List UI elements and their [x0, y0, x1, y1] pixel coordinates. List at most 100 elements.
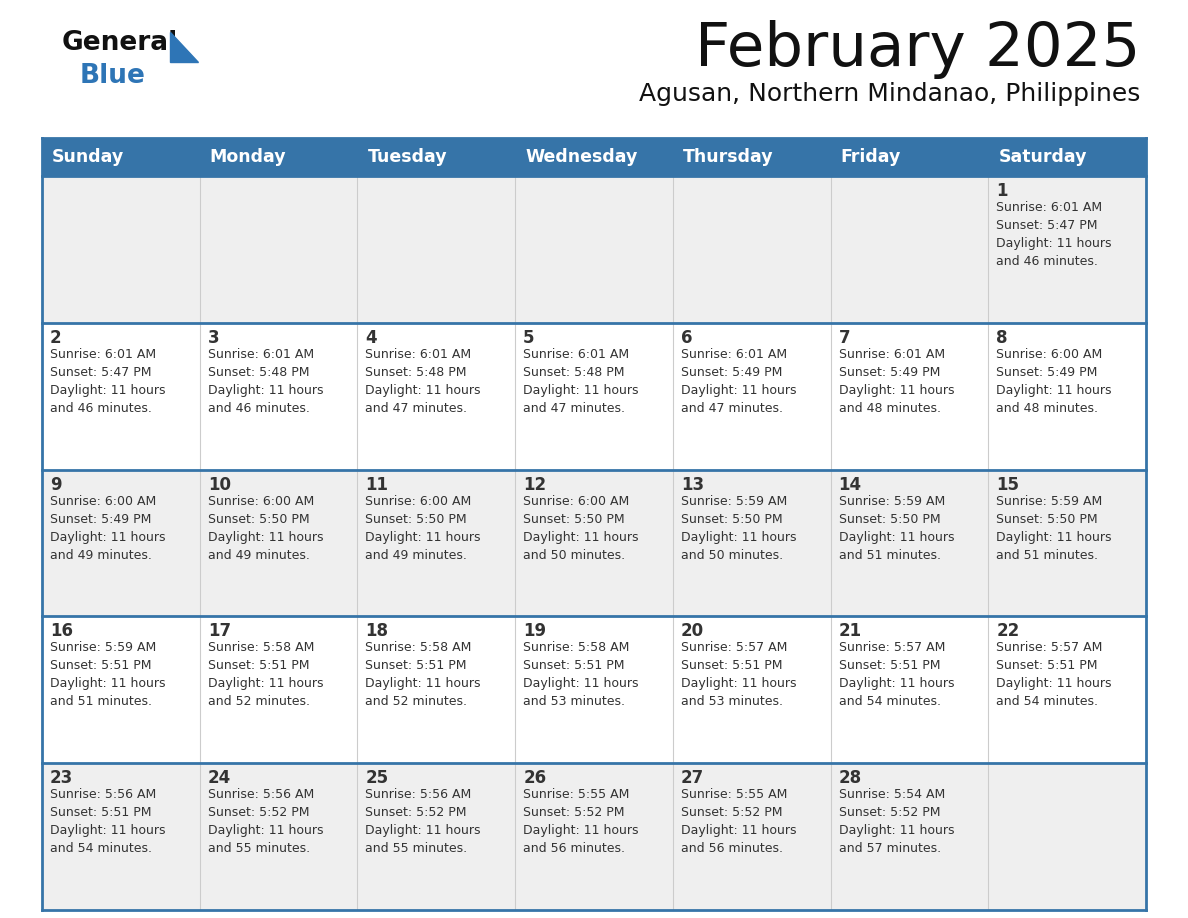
Text: and 51 minutes.: and 51 minutes. — [50, 696, 152, 709]
Text: Sunrise: 6:00 AM: Sunrise: 6:00 AM — [997, 348, 1102, 361]
Text: Sunrise: 5:57 AM: Sunrise: 5:57 AM — [681, 642, 788, 655]
Bar — [516, 323, 672, 470]
Text: Sunset: 5:48 PM: Sunset: 5:48 PM — [208, 365, 309, 379]
Text: Daylight: 11 hours: Daylight: 11 hours — [839, 677, 954, 690]
Text: Sunrise: 6:01 AM: Sunrise: 6:01 AM — [997, 201, 1102, 214]
Bar — [516, 763, 672, 910]
Polygon shape — [170, 32, 198, 62]
Bar — [830, 176, 988, 323]
Text: Sunrise: 5:59 AM: Sunrise: 5:59 AM — [997, 495, 1102, 508]
Text: February 2025: February 2025 — [695, 20, 1140, 79]
Text: General: General — [62, 30, 178, 56]
Text: 5: 5 — [523, 329, 535, 347]
Text: Sunrise: 6:01 AM: Sunrise: 6:01 AM — [839, 348, 944, 361]
Text: Sunset: 5:49 PM: Sunset: 5:49 PM — [50, 512, 151, 526]
Text: 3: 3 — [208, 329, 220, 347]
Text: Daylight: 11 hours: Daylight: 11 hours — [523, 531, 639, 543]
Text: and 50 minutes.: and 50 minutes. — [681, 549, 783, 562]
Bar — [42, 176, 200, 323]
Bar — [358, 470, 516, 616]
Text: Sunset: 5:51 PM: Sunset: 5:51 PM — [681, 659, 783, 672]
Text: and 47 minutes.: and 47 minutes. — [681, 402, 783, 415]
Text: Wednesday: Wednesday — [525, 148, 638, 166]
Text: Sunset: 5:51 PM: Sunset: 5:51 PM — [50, 806, 152, 819]
Text: Daylight: 11 hours: Daylight: 11 hours — [208, 677, 323, 690]
Text: 7: 7 — [839, 329, 851, 347]
Text: Sunrise: 5:58 AM: Sunrise: 5:58 AM — [366, 642, 472, 655]
Bar — [988, 763, 1146, 910]
Bar — [200, 176, 358, 323]
Text: 22: 22 — [997, 622, 1019, 641]
Text: and 47 minutes.: and 47 minutes. — [523, 402, 625, 415]
Text: and 55 minutes.: and 55 minutes. — [208, 842, 310, 856]
Bar — [358, 616, 516, 763]
Text: and 48 minutes.: and 48 minutes. — [839, 402, 941, 415]
Text: 8: 8 — [997, 329, 1007, 347]
Text: and 48 minutes.: and 48 minutes. — [997, 402, 1098, 415]
Bar — [200, 323, 358, 470]
Text: Sunrise: 5:54 AM: Sunrise: 5:54 AM — [839, 789, 944, 801]
Bar — [42, 616, 200, 763]
Text: 25: 25 — [366, 769, 388, 788]
Text: Daylight: 11 hours: Daylight: 11 hours — [50, 824, 165, 837]
Text: Daylight: 11 hours: Daylight: 11 hours — [681, 531, 796, 543]
Text: Daylight: 11 hours: Daylight: 11 hours — [523, 824, 639, 837]
Text: and 47 minutes.: and 47 minutes. — [366, 402, 467, 415]
Bar — [988, 176, 1146, 323]
Text: Friday: Friday — [841, 148, 901, 166]
Text: Daylight: 11 hours: Daylight: 11 hours — [208, 531, 323, 543]
Text: 16: 16 — [50, 622, 72, 641]
Bar — [672, 323, 830, 470]
Text: Sunset: 5:50 PM: Sunset: 5:50 PM — [523, 512, 625, 526]
Text: and 49 minutes.: and 49 minutes. — [50, 549, 152, 562]
Text: 27: 27 — [681, 769, 704, 788]
Text: Daylight: 11 hours: Daylight: 11 hours — [366, 384, 481, 397]
Text: Sunrise: 6:01 AM: Sunrise: 6:01 AM — [208, 348, 314, 361]
Text: Sunset: 5:52 PM: Sunset: 5:52 PM — [208, 806, 309, 819]
Text: Daylight: 11 hours: Daylight: 11 hours — [523, 677, 639, 690]
Bar — [830, 616, 988, 763]
Text: Sunset: 5:48 PM: Sunset: 5:48 PM — [366, 365, 467, 379]
Text: 12: 12 — [523, 476, 546, 494]
Text: and 55 minutes.: and 55 minutes. — [366, 842, 468, 856]
Text: Daylight: 11 hours: Daylight: 11 hours — [523, 384, 639, 397]
Text: Sunset: 5:50 PM: Sunset: 5:50 PM — [681, 512, 783, 526]
Bar — [358, 763, 516, 910]
Text: Sunrise: 5:56 AM: Sunrise: 5:56 AM — [50, 789, 157, 801]
Text: 21: 21 — [839, 622, 861, 641]
Bar — [672, 763, 830, 910]
Text: Daylight: 11 hours: Daylight: 11 hours — [681, 824, 796, 837]
Text: Daylight: 11 hours: Daylight: 11 hours — [681, 677, 796, 690]
Text: Sunset: 5:50 PM: Sunset: 5:50 PM — [208, 512, 309, 526]
Bar — [42, 323, 200, 470]
Text: Sunrise: 5:57 AM: Sunrise: 5:57 AM — [997, 642, 1102, 655]
Text: Sunset: 5:50 PM: Sunset: 5:50 PM — [839, 512, 940, 526]
Text: Sunset: 5:50 PM: Sunset: 5:50 PM — [997, 512, 1098, 526]
Text: Sunrise: 6:00 AM: Sunrise: 6:00 AM — [523, 495, 630, 508]
Bar — [42, 763, 200, 910]
Bar — [830, 323, 988, 470]
Text: Daylight: 11 hours: Daylight: 11 hours — [681, 384, 796, 397]
Text: and 54 minutes.: and 54 minutes. — [997, 696, 1098, 709]
Text: 20: 20 — [681, 622, 704, 641]
Text: Sunrise: 6:00 AM: Sunrise: 6:00 AM — [50, 495, 157, 508]
Text: and 49 minutes.: and 49 minutes. — [208, 549, 310, 562]
Bar — [830, 763, 988, 910]
Text: Daylight: 11 hours: Daylight: 11 hours — [997, 384, 1112, 397]
Bar — [516, 470, 672, 616]
Text: and 56 minutes.: and 56 minutes. — [681, 842, 783, 856]
Text: Sunrise: 5:59 AM: Sunrise: 5:59 AM — [681, 495, 788, 508]
Text: 1: 1 — [997, 182, 1007, 200]
Text: 26: 26 — [523, 769, 546, 788]
Text: and 53 minutes.: and 53 minutes. — [681, 696, 783, 709]
Text: Sunset: 5:49 PM: Sunset: 5:49 PM — [681, 365, 782, 379]
Bar — [672, 176, 830, 323]
Bar — [988, 323, 1146, 470]
Text: Sunrise: 5:58 AM: Sunrise: 5:58 AM — [208, 642, 314, 655]
Text: and 52 minutes.: and 52 minutes. — [366, 696, 467, 709]
Text: and 46 minutes.: and 46 minutes. — [997, 255, 1098, 268]
Bar — [358, 176, 516, 323]
Text: Sunrise: 6:01 AM: Sunrise: 6:01 AM — [50, 348, 156, 361]
Text: 6: 6 — [681, 329, 693, 347]
Text: Monday: Monday — [210, 148, 286, 166]
